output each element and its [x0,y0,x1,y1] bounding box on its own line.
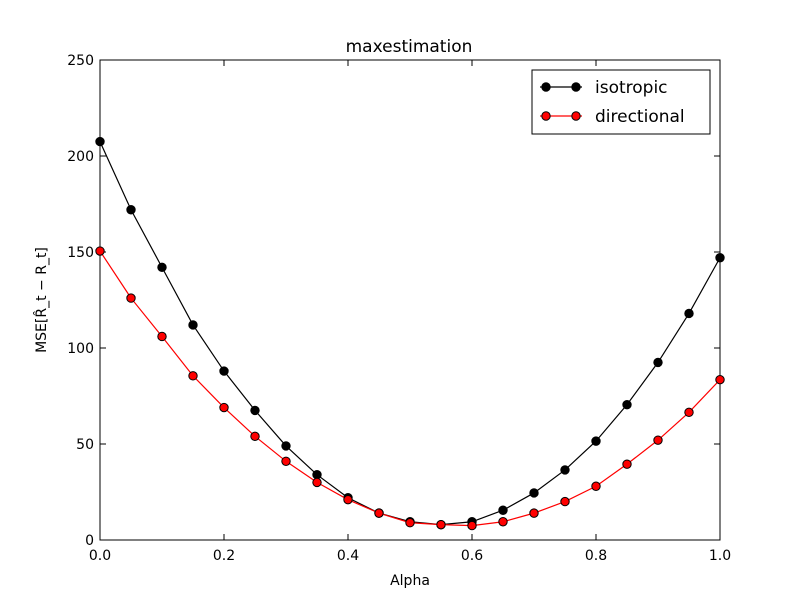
data-point-directional [498,517,508,527]
x-tick-label: 0.2 [213,548,235,564]
data-point-isotropic [126,205,136,215]
x-tick-label: 0.0 [89,548,111,564]
legend-label-directional: directional [595,107,685,127]
plot-area-frame [99,59,721,541]
data-point-isotropic [529,488,539,498]
data-point-isotropic [281,441,291,451]
data-point-isotropic [622,399,632,410]
data-point-isotropic [684,308,694,319]
data-point-directional [436,519,446,530]
data-point-directional [281,456,291,466]
data-point-directional [126,293,136,303]
data-point-directional [715,374,725,385]
y-axis-label: MSE[R̂_t − R_t] [33,247,50,353]
x-tick-label: 1.0 [709,548,731,564]
y-tick-label: 0 [85,533,94,549]
x-axis-label: Alpha [390,573,430,589]
x-tick-label: 0.8 [585,548,607,564]
data-point-isotropic [188,320,198,330]
legend-box [531,69,711,135]
legend-marker-isotropic [571,82,581,92]
data-point-directional [219,402,229,413]
series-layer [95,136,725,531]
data-point-isotropic [312,470,322,480]
data-point-directional [405,518,415,528]
y-axis-ticks: 0 50 100 150 200 250 [67,53,720,549]
legend-marker-isotropic [541,82,551,92]
data-point-directional [684,407,694,418]
data-point-directional [188,371,198,381]
data-point-isotropic [498,505,508,515]
data-point-directional [312,477,322,488]
data-point-directional [560,496,570,507]
data-point-isotropic [560,465,570,475]
x-tick-label: 0.6 [461,548,483,564]
data-point-isotropic [653,357,663,368]
data-point-directional [467,520,477,531]
data-point-isotropic [250,405,260,416]
data-point-directional [622,459,632,469]
data-point-directional [343,494,353,505]
data-point-directional [250,431,260,442]
y-tick-label: 250 [67,53,94,69]
data-point-isotropic [715,253,725,263]
x-axis-ticks: 0.0 0.2 0.4 0.6 0.8 1.0 [89,60,731,564]
x-tick-label: 0.4 [337,548,359,564]
y-tick-label: 200 [67,149,94,165]
data-point-isotropic [591,436,601,446]
y-tick-label: 50 [76,437,94,453]
data-point-directional [157,331,167,342]
chart-title: maxestimation [346,37,473,57]
data-point-directional [95,246,105,256]
data-point-isotropic [219,366,229,376]
y-tick-label: 150 [67,245,94,261]
data-point-directional [653,435,663,445]
data-point-directional [529,508,539,518]
y-tick-label: 100 [67,341,94,357]
data-point-directional [374,508,384,518]
data-point-isotropic [95,136,105,147]
legend: isotropic directional [531,69,711,135]
legend-label-isotropic: isotropic [595,78,668,98]
data-point-isotropic [157,262,167,273]
legend-marker-directional [571,111,581,121]
legend-marker-directional [541,111,551,121]
data-point-directional [591,481,601,491]
